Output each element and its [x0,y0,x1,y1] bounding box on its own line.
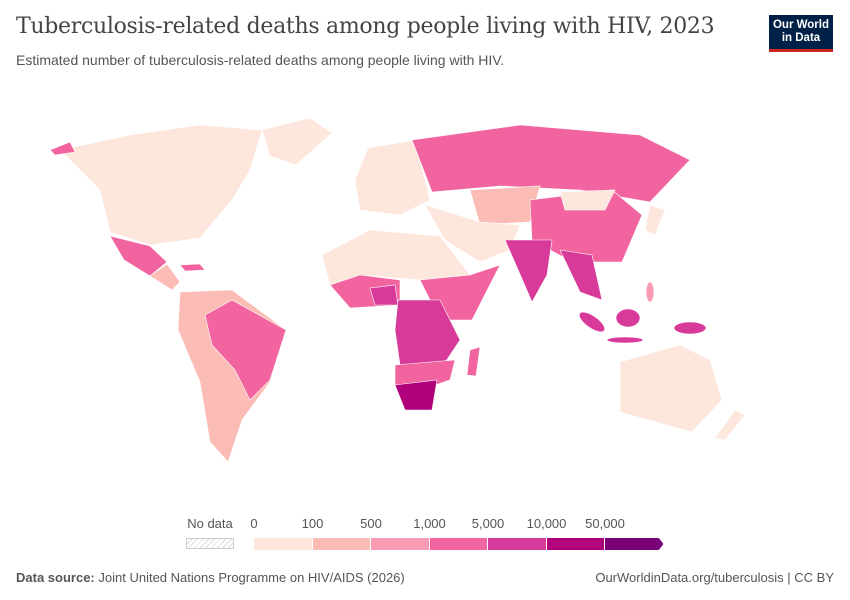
region-sumatra[interactable] [576,308,607,335]
region-australia[interactable] [619,344,723,433]
legend-bin[interactable] [312,538,371,550]
footer-link[interactable]: OurWorldinData.org/tuberculosis | CC BY [595,570,834,585]
page-title: Tuberculosis-related deaths among people… [16,14,715,39]
data-source: Data source: Joint United Nations Progra… [16,570,405,585]
legend-no-data-swatch[interactable] [186,538,234,549]
region-brazil[interactable] [204,299,287,401]
region-mongolia[interactable] [559,189,616,211]
legend-tick-label: 50,000 [585,516,625,531]
legend-no-data-label: No data [187,516,233,531]
source-label: Data source: [16,570,95,585]
owid-logo[interactable]: Our World in Data [769,15,833,52]
legend-tick-label: 1,000 [413,516,446,531]
region-nigeria[interactable] [369,284,399,306]
region-madagascar[interactable] [466,346,481,377]
region-southeast-asia[interactable] [559,249,603,301]
legend-tick-label: 5,000 [471,516,505,531]
region-japan[interactable] [644,204,666,236]
legend-tick-label: 500 [360,516,382,531]
region-southern-africa[interactable] [394,359,456,386]
region-philippines[interactable] [645,281,655,303]
region-alaska[interactable] [49,141,76,156]
region-java[interactable] [606,336,644,344]
region-south-africa[interactable] [394,379,438,411]
legend-bin[interactable] [371,538,430,550]
region-new-zealand[interactable] [714,409,746,441]
legend-bin[interactable] [546,538,605,550]
legend-tick-label: 100 [301,516,324,531]
world-map [49,117,746,463]
region-greenland[interactable] [261,117,333,166]
logo-text: Our World in Data [772,19,829,44]
region-papua[interactable] [673,321,707,335]
region-russia[interactable] [411,124,691,203]
legend-tick-label: 0 [250,516,258,531]
region-central-america[interactable] [149,263,181,291]
legend-bin[interactable] [605,538,664,550]
region-borneo[interactable] [615,308,641,328]
legend-bin[interactable] [429,538,488,550]
legend-bin[interactable] [254,538,313,550]
legend-tick-label: 10,000 [526,516,567,531]
legend-bin[interactable] [488,538,547,550]
region-north-america[interactable] [59,124,263,246]
region-mexico[interactable] [109,235,168,277]
page-subtitle: Estimated number of tuberculosis-related… [16,52,505,68]
region-central-asia[interactable] [469,185,541,226]
region-caribbean[interactable] [179,263,206,272]
source-text: Joint United Nations Programme on HIV/AI… [98,570,405,585]
region-india[interactable] [504,239,553,303]
